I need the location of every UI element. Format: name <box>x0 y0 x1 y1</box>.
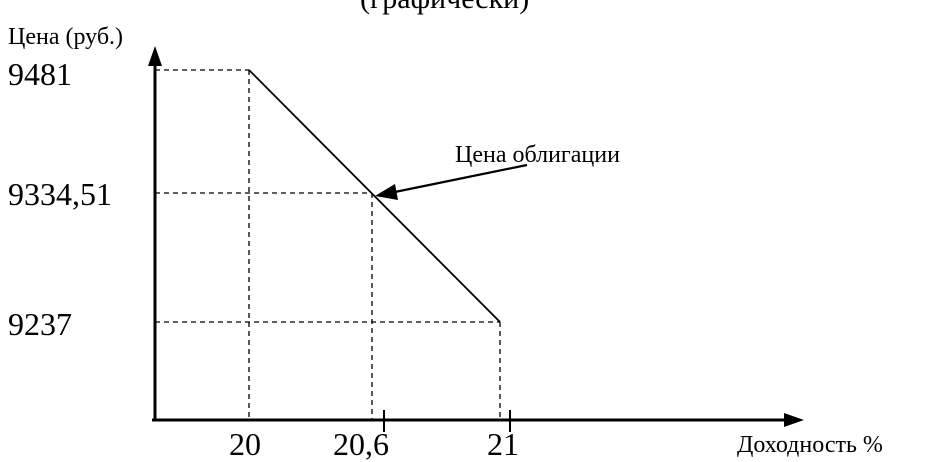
x-axis-arrow-icon <box>784 413 804 427</box>
y-axis-label: Цена (руб.) <box>8 24 123 50</box>
x-tick-20-6: 20,6 <box>333 426 389 462</box>
y-tick-9237: 9237 <box>8 306 72 342</box>
annotation-arrow-line <box>389 163 528 195</box>
annotation-label: Цена облигации <box>455 142 620 168</box>
y-tick-9481: 9481 <box>8 56 72 92</box>
annotation-arrow-icon <box>375 184 398 200</box>
y-axis-arrow-icon <box>148 46 162 66</box>
x-tick-21: 21 <box>487 426 519 462</box>
x-tick-20: 20 <box>229 426 261 462</box>
series-line-bond-price <box>248 69 501 323</box>
y-tick-9334-51: 9334,51 <box>8 176 112 212</box>
title-fragment: (графически) <box>360 0 529 15</box>
x-axis-label: Доходность % <box>737 432 883 458</box>
